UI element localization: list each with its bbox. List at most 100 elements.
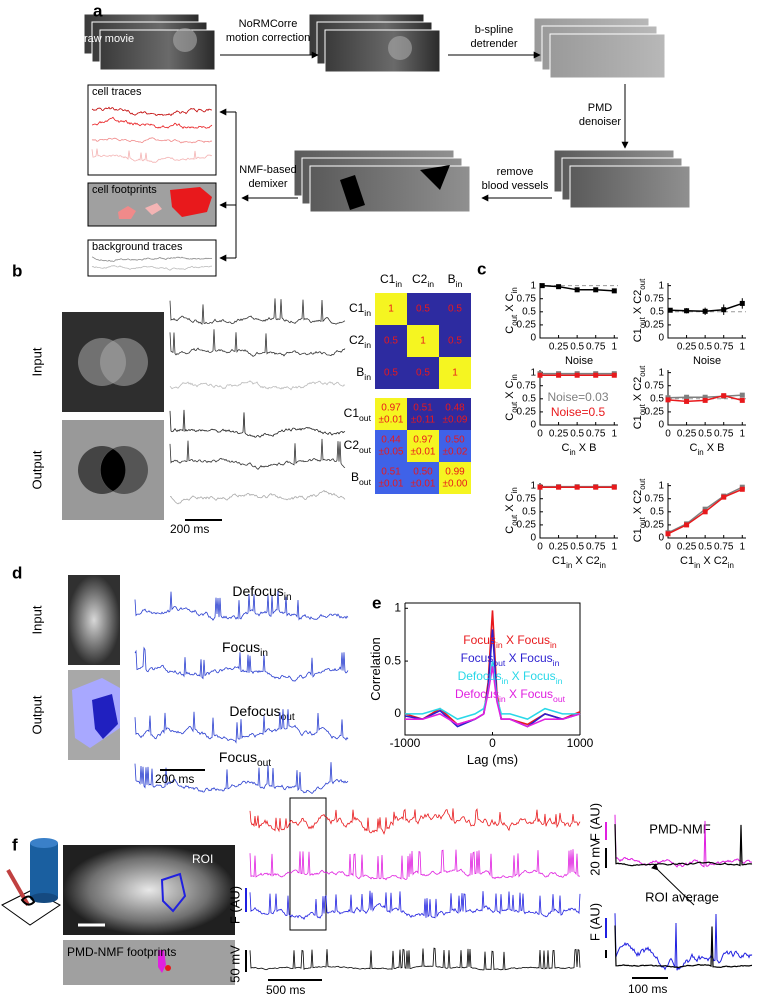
marker: [739, 397, 745, 403]
label: ±0.00: [443, 479, 468, 490]
trace-illustration: [169, 489, 346, 505]
label: 20 mV: [587, 838, 602, 876]
y-tick-label: 0.25: [645, 320, 665, 331]
label-part: C2: [349, 333, 365, 347]
marker: [702, 394, 708, 400]
x-axis-label: Cin X B: [562, 442, 597, 457]
label-part: C: [504, 526, 516, 534]
matrix-cell: [439, 462, 471, 494]
label-part: in: [364, 372, 371, 382]
label: 0.5: [384, 336, 398, 347]
label-part: X C: [504, 293, 516, 314]
layout: [1, 13, 695, 985]
marker: [611, 484, 617, 490]
label: Bout: [351, 470, 372, 487]
matrix-cell: [407, 398, 439, 430]
label-part: Defocus: [232, 583, 283, 599]
label-part: in: [496, 640, 503, 650]
matrix-cell: [407, 357, 439, 389]
label: C2out: [344, 438, 372, 455]
y-tick-label: 0.75: [645, 293, 665, 304]
label: 0.99: [445, 467, 465, 478]
image: [63, 940, 235, 985]
trace-illustration: [134, 762, 349, 795]
legend-entry: Focusout X Focusin: [461, 651, 560, 668]
label: C1in: [380, 272, 402, 289]
label-part: X Focus: [508, 669, 555, 683]
trace-illustration: [91, 256, 213, 262]
label-part: B: [356, 365, 364, 379]
label-part: in: [556, 676, 563, 686]
trace-illustration: [169, 298, 346, 325]
x-tick-label: 0.75: [586, 342, 606, 353]
label-part: Correlation: [368, 637, 383, 701]
zoom-box: [289, 797, 327, 931]
x-tick-label: 0.5: [570, 342, 584, 353]
trace-illustration: [134, 709, 349, 744]
label: C1in: [349, 301, 371, 318]
marker: [537, 484, 543, 490]
label-part: in: [427, 279, 434, 289]
label: 200 ms: [170, 522, 209, 536]
x-tick-label: -1000: [390, 736, 421, 750]
label: ±0.02: [443, 447, 468, 458]
label-part: in: [698, 448, 704, 457]
matrix-cell: [407, 325, 439, 357]
label: Output: [29, 695, 44, 734]
y-tick-label: 0.5: [522, 506, 536, 517]
matrix-cell: [375, 293, 407, 325]
label: 50 mV: [227, 945, 242, 983]
y-tick-label: 0.25: [645, 407, 665, 418]
x-tick-label: 0: [537, 542, 543, 553]
label: PMD-NMF footprints: [67, 945, 176, 959]
label: ±0.01: [411, 479, 436, 490]
marker: [667, 307, 673, 313]
marker: [739, 300, 745, 306]
x-tick-label: 0.25: [549, 429, 569, 440]
matrix-cell: [439, 398, 471, 430]
series-line: [405, 666, 581, 728]
x-tick-label: 0.5: [570, 542, 584, 553]
label-part: out: [510, 401, 519, 413]
marker: [702, 397, 708, 403]
matrix-cell: [375, 462, 407, 494]
label: ±0.01: [411, 447, 436, 458]
label: 1: [452, 368, 458, 379]
label-part: C1: [344, 406, 360, 420]
label-part: Defocus: [229, 703, 280, 719]
matrix-cell: [407, 462, 439, 494]
label: 0.5: [416, 368, 430, 379]
marker: [556, 284, 562, 290]
y-tick-label: 0: [658, 533, 664, 544]
matrix-cell: [407, 430, 439, 462]
label: 0.50: [445, 435, 465, 446]
label-part: out: [359, 413, 372, 423]
y-tick-label: 0.25: [645, 520, 665, 531]
label: ROI: [192, 852, 213, 866]
image-stack: [553, 149, 691, 209]
y-axis-label: C1out X C2out: [632, 278, 647, 342]
panel-label: b: [12, 261, 22, 280]
label-part: in: [364, 340, 371, 350]
label: 0.5: [448, 304, 462, 315]
label-part: X C: [504, 493, 516, 514]
x-tick-label: 0.5: [570, 429, 584, 440]
x-tick-label: 0.75: [714, 429, 734, 440]
label: b-spline: [475, 24, 514, 36]
y-tick-label: 0.5: [650, 306, 664, 317]
y-tick-label: 1: [658, 367, 664, 378]
label: F (AU): [587, 903, 602, 941]
label: ROI average: [645, 889, 719, 904]
label-part: Focus: [461, 651, 494, 665]
label-part: X Focus: [503, 633, 550, 647]
trace-illustration: [91, 116, 213, 129]
label: blood vessels: [482, 180, 549, 192]
label: background traces: [92, 241, 183, 253]
label-part: Lag (ms): [467, 752, 518, 767]
label-part: in: [456, 279, 463, 289]
label: 0.51: [381, 467, 401, 478]
marker: [593, 372, 599, 378]
label: ±0.09: [443, 415, 468, 426]
x-tick-label: 0.75: [714, 342, 734, 353]
x-tick-label: 0: [537, 429, 543, 440]
